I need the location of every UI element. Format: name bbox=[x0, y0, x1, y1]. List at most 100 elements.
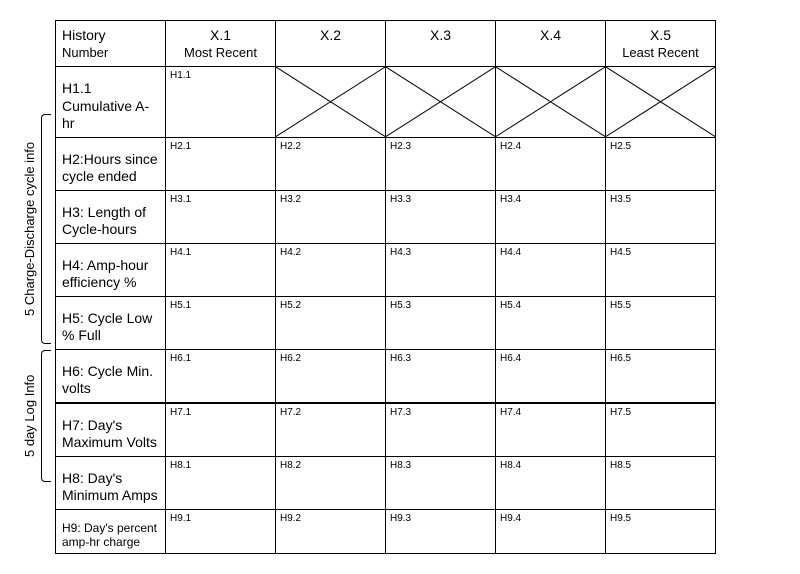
data-cell: H6.4 bbox=[496, 349, 606, 403]
table-row: H9: Day's percent amp-hr chargeH9.1H9.2 H… bbox=[56, 509, 716, 554]
data-cell: H5.3 bbox=[386, 296, 496, 349]
data-cell: H5.2 bbox=[276, 296, 386, 349]
crossed-cell bbox=[276, 67, 386, 138]
cell-value: H9.4 bbox=[496, 510, 605, 527]
data-cell: H2.2 bbox=[276, 137, 386, 190]
cell-value: H6.4 bbox=[496, 350, 605, 367]
bracket-icon bbox=[41, 114, 51, 344]
cell-value: H5.4 bbox=[496, 297, 605, 314]
row-label-cell: H4: Amp-hour efficiency % bbox=[56, 243, 166, 296]
cell-value: H2.5 bbox=[606, 138, 715, 155]
cell-value: H8.1 bbox=[166, 457, 275, 474]
bracket-icon bbox=[41, 350, 51, 482]
header-col-2: X.2 bbox=[276, 21, 386, 67]
cell-value: H2.2 bbox=[276, 138, 385, 155]
cell-value: H3.5 bbox=[606, 191, 715, 208]
data-cell: H6.5 bbox=[606, 349, 716, 403]
data-cell: H9.4 bbox=[496, 509, 606, 554]
data-cell: H2.1 bbox=[166, 137, 276, 190]
header-sub: Least Recent bbox=[606, 45, 715, 65]
row-label: H1.1Cumulative A-hr bbox=[56, 67, 165, 137]
data-cell: H7.1 bbox=[166, 403, 276, 457]
cell-value: H8.2 bbox=[276, 457, 385, 474]
cell-value: H5.1 bbox=[166, 297, 275, 314]
data-cell: H8.1 bbox=[166, 456, 276, 509]
cell-value: H5.5 bbox=[606, 297, 715, 314]
data-cell: H2.4 bbox=[496, 137, 606, 190]
cell-value: H7.1 bbox=[166, 404, 275, 421]
cell-value: H3.3 bbox=[386, 191, 495, 208]
header-col-5: X.5Least Recent bbox=[606, 21, 716, 67]
cell-value: H9.5 bbox=[606, 510, 715, 527]
cell-value: H1.1 bbox=[166, 67, 275, 84]
cell-value: H8.3 bbox=[386, 457, 495, 474]
cell-value: H7.2 bbox=[276, 404, 385, 421]
header-sub: Number bbox=[56, 45, 165, 65]
crossed-cell bbox=[386, 67, 496, 138]
data-cell: H4.2 bbox=[276, 243, 386, 296]
cell-value: H3.4 bbox=[496, 191, 605, 208]
table-row: H4: Amp-hour efficiency %H4.1H4.2H4.3 H4.… bbox=[56, 243, 716, 296]
data-cell: H7.4 bbox=[496, 403, 606, 457]
cell-value: H2.4 bbox=[496, 138, 605, 155]
data-cell: H6.2 bbox=[276, 349, 386, 403]
data-cell: H9.5 bbox=[606, 509, 716, 554]
data-cell: H3.4 bbox=[496, 190, 606, 243]
header-col-4: X.4 bbox=[496, 21, 606, 67]
row-label-cell: H6: Cycle Min. volts bbox=[56, 349, 166, 403]
row-label-cell: H7: Day's Maximum Volts bbox=[56, 403, 166, 457]
data-cell: H9.1 bbox=[166, 509, 276, 554]
header-main: X.4 bbox=[496, 21, 605, 45]
cell-value: H3.1 bbox=[166, 191, 275, 208]
data-cell: H3.1 bbox=[166, 190, 276, 243]
cell-value: H6.1 bbox=[166, 350, 275, 367]
cell-value: H4.3 bbox=[386, 244, 495, 261]
row-label-cell: H2:Hours since cycle ended bbox=[56, 137, 166, 190]
cell-value: H5.2 bbox=[276, 297, 385, 314]
table-row: H3: Length of Cycle-hoursH3.1H3.2H3.3H3.… bbox=[56, 190, 716, 243]
cell-value: H4.5 bbox=[606, 244, 715, 261]
data-cell: H3.2 bbox=[276, 190, 386, 243]
history-table: HistoryNumberX.1Most RecentX.2X.3X.4X.5L… bbox=[55, 20, 716, 554]
cross-icon bbox=[496, 67, 605, 137]
header-sub bbox=[276, 45, 385, 50]
cross-icon bbox=[276, 67, 385, 137]
row-label-cell: H8: Day's Minimum Amps bbox=[56, 456, 166, 509]
cell-value: H8.4 bbox=[496, 457, 605, 474]
data-cell: H6.3 bbox=[386, 349, 496, 403]
cell-value: H7.3 bbox=[386, 404, 495, 421]
row-label: H9: Day's percent amp-hr charge bbox=[56, 510, 165, 554]
data-cell: H8.3 bbox=[386, 456, 496, 509]
header-sub bbox=[496, 45, 605, 50]
cell-value: H4.1 bbox=[166, 244, 275, 261]
data-cell: H4.1 bbox=[166, 243, 276, 296]
side-group: 5 Charge-Discharge cycle info bbox=[20, 114, 51, 344]
side-group-label: 5 Charge-Discharge cycle info bbox=[20, 114, 39, 344]
data-cell: H2.5 bbox=[606, 137, 716, 190]
data-cell: H2.3 bbox=[386, 137, 496, 190]
header-sub bbox=[386, 45, 495, 50]
cross-icon bbox=[606, 67, 715, 137]
data-cell: H3.5 bbox=[606, 190, 716, 243]
side-group: 5 day Log Info bbox=[20, 350, 51, 482]
table-wrapper: 5 Charge-Discharge cycle info 5 day Log I… bbox=[20, 20, 780, 554]
cell-value: H7.4 bbox=[496, 404, 605, 421]
header-sub: Most Recent bbox=[166, 45, 275, 65]
side-group-label: 5 day Log Info bbox=[20, 350, 39, 482]
cell-value: H9.1 bbox=[166, 510, 275, 527]
data-cell: H9.2 bbox=[276, 509, 386, 554]
header-main: X.2 bbox=[276, 21, 385, 45]
header-col-3: X.3 bbox=[386, 21, 496, 67]
data-cell: H8.2 bbox=[276, 456, 386, 509]
header-main: X.5 bbox=[606, 21, 715, 45]
table-row: H5: Cycle Low % FullH5.1H5.2H5.3H5.4H5.5 bbox=[56, 296, 716, 349]
row-label: H7: Day's Maximum Volts bbox=[56, 404, 165, 456]
row-label: H4: Amp-hour efficiency % bbox=[56, 244, 165, 296]
row-label: H3: Length of Cycle-hours bbox=[56, 191, 165, 243]
header-main: X.3 bbox=[386, 21, 495, 45]
cell-value: H6.5 bbox=[606, 350, 715, 367]
crossed-cell bbox=[496, 67, 606, 138]
row-label-cell: H9: Day's percent amp-hr charge bbox=[56, 509, 166, 554]
cell-value: H2.3 bbox=[386, 138, 495, 155]
cell-value: H2.1 bbox=[166, 138, 275, 155]
